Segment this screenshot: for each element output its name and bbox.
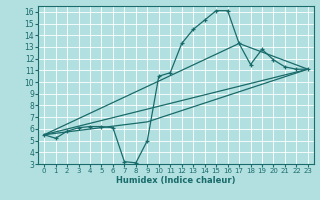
X-axis label: Humidex (Indice chaleur): Humidex (Indice chaleur) (116, 176, 236, 185)
